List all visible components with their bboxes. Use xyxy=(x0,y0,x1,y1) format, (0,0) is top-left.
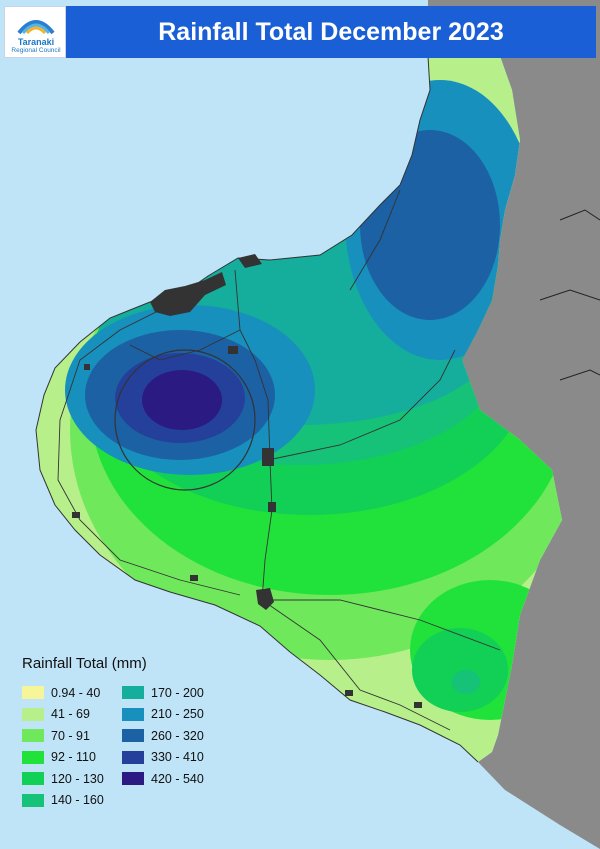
council-logo: Taranaki Regional Council xyxy=(4,6,66,58)
legend-label: 120 - 130 xyxy=(51,771,104,786)
band-120-130-south xyxy=(412,628,508,712)
legend-swatch xyxy=(122,772,144,786)
legend-swatch xyxy=(22,750,44,764)
legend-item: 120 - 130 xyxy=(22,768,122,790)
legend-label: 170 - 200 xyxy=(151,685,204,700)
legend-swatch xyxy=(122,707,144,721)
neighbouring-land xyxy=(428,0,600,849)
urban-areas xyxy=(72,254,422,708)
legend-label: 260 - 320 xyxy=(151,728,204,743)
logo-subname: Regional Council xyxy=(11,47,61,54)
legend-label: 330 - 410 xyxy=(151,750,204,765)
legend-label: 70 - 91 xyxy=(51,728,90,743)
band-260-320-north xyxy=(360,130,500,320)
urban-waitara xyxy=(238,254,262,268)
legend-item: 140 - 160 xyxy=(22,790,122,812)
urban-waverley xyxy=(414,702,422,708)
legend-column-left: 0.94 - 40 41 - 69 70 - 91 92 - 110 120 - 130… xyxy=(22,682,122,811)
urban-okato xyxy=(84,364,90,370)
coastline xyxy=(35,55,479,763)
band-420-540 xyxy=(142,370,222,430)
urban-manaia xyxy=(190,575,198,581)
legend-label: 420 - 540 xyxy=(151,771,204,786)
urban-hawera xyxy=(256,588,274,610)
roads xyxy=(57,189,501,731)
legend-swatch xyxy=(122,686,144,700)
legend-swatch xyxy=(22,707,44,721)
legend-item: 70 - 91 xyxy=(22,725,122,747)
legend-item: 260 - 320 xyxy=(122,725,222,747)
legend-item: 210 - 250 xyxy=(122,704,222,726)
legend-item: 170 - 200 xyxy=(122,682,222,704)
legend-swatch xyxy=(122,729,144,743)
band-140-160-south xyxy=(452,670,480,694)
urban-patea xyxy=(345,690,353,696)
legend-swatch xyxy=(22,686,44,700)
urban-inglewood xyxy=(228,346,238,354)
legend-column-right: 170 - 200 210 - 250 260 - 320 330 - 410 420 … xyxy=(122,682,222,811)
national-park-boundary xyxy=(114,349,256,491)
legend-item: 420 - 540 xyxy=(122,768,222,790)
legend: Rainfall Total (mm) 0.94 - 40 41 - 69 70 -… xyxy=(22,655,282,811)
legend-swatch xyxy=(22,729,44,743)
legend-swatch xyxy=(22,772,44,786)
map-title: Rainfall Total December 2023 xyxy=(158,18,504,46)
legend-item: 41 - 69 xyxy=(22,704,122,726)
logo-name: Taranaki xyxy=(17,37,55,47)
legend-item: 92 - 110 xyxy=(22,747,122,769)
legend-label: 41 - 69 xyxy=(51,707,90,722)
legend-item: 0.94 - 40 xyxy=(22,682,122,704)
legend-item: 330 - 410 xyxy=(122,747,222,769)
legend-label: 0.94 - 40 xyxy=(51,685,101,700)
title-banner: Taranaki Regional Council Rainfall Total… xyxy=(4,6,596,58)
mountain-wave-icon xyxy=(17,20,55,35)
urban-stratford xyxy=(262,448,274,466)
legend-columns: 0.94 - 40 41 - 69 70 - 91 92 - 110 120 - 130… xyxy=(22,682,282,811)
urban-new-plymouth xyxy=(150,272,226,316)
legend-label: 210 - 250 xyxy=(151,707,204,722)
legend-label: 92 - 110 xyxy=(51,750,96,765)
legend-swatch xyxy=(122,750,144,764)
urban-eltham xyxy=(268,502,276,512)
urban-opunake xyxy=(72,512,80,518)
legend-swatch xyxy=(22,793,44,807)
legend-label: 140 - 160 xyxy=(51,793,104,808)
legend-title: Rainfall Total (mm) xyxy=(22,655,147,672)
